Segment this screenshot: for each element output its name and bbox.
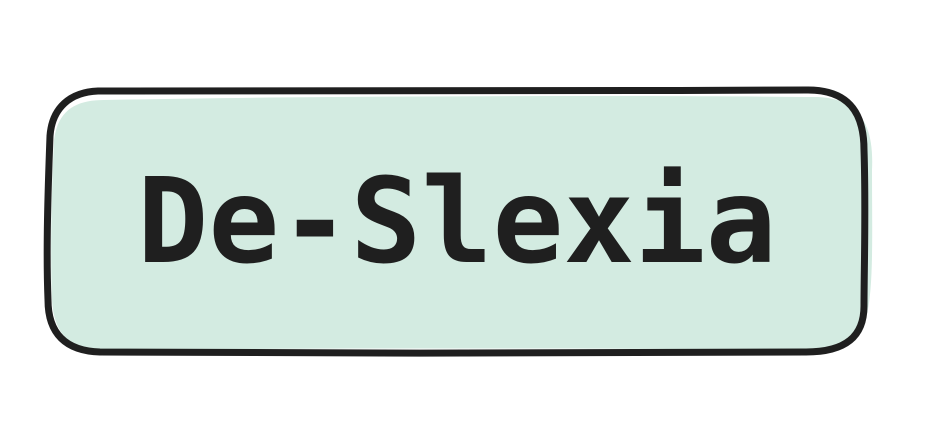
logo-badge-fill <box>51 96 873 351</box>
logo-text: De-Slexia <box>137 152 777 290</box>
logo-badge-outline <box>43 86 869 357</box>
